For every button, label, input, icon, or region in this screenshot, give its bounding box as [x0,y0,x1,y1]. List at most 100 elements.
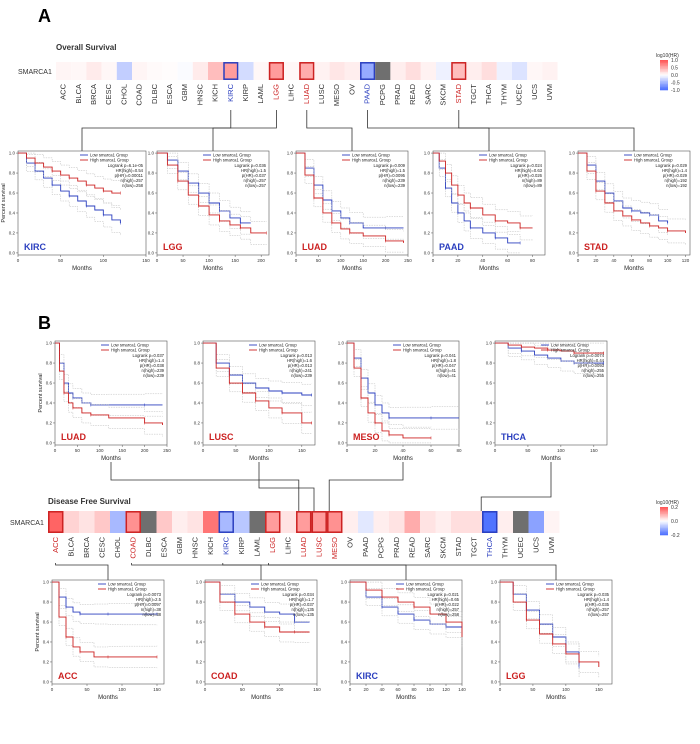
legend-tick: 0.0 [671,73,678,79]
km-cancer-label: ACC [58,671,78,681]
km-legend-low: Low smarca1 Group [551,343,589,348]
km-ylabel: Percent survival [1,183,7,222]
km-ytick-label: 0.8 [196,600,203,605]
km-ytick-label: 0.0 [148,251,155,256]
km-stat-line: HR(high)=0.44 [577,358,605,363]
km-curve-low [157,152,251,224]
heatmap-col-label: UVM [547,537,556,554]
heatmap-col-label: LIHC [287,83,296,101]
km-xtick-label: 20 [593,258,599,263]
km-stat-line: p(HR)=0.029 [663,173,688,178]
km-ytick-label: 1.0 [424,151,431,156]
heatmap-col-label: SARC [423,536,432,557]
km-stat-line: n(high)=239 [383,178,406,183]
km-legend-high: High smarca1 Group [259,348,298,353]
km-xtick-label: 50 [84,687,90,692]
connector-dfs-bottom [222,563,407,580]
km-legend-low: Low smarca1 Group [111,343,149,348]
heatmap-cell [208,62,224,80]
km-xtick-label: 50 [525,448,531,453]
heatmap-col-label: DLBC [144,536,153,557]
heatmap-col-label: THCA [485,537,494,557]
connector-os [458,110,635,151]
legend-swatch [660,516,668,519]
heatmap-cell [265,511,281,533]
heatmap-col-label: LUAD [299,536,308,557]
legend-swatch [660,67,668,70]
heatmap-cell [162,62,178,80]
legend-tick: 0.0 [671,519,678,525]
heatmap-cell [435,511,451,533]
connector-dfs-bottom [131,563,262,580]
km-stat-line: Logrank p=0.0073 [127,592,162,597]
heatmap-col-label: OV [345,537,354,548]
heatmap-col-label: ACC [59,83,68,99]
km-ytick-label: 1.0 [338,341,345,346]
km-ci-band [350,581,463,638]
km-stat-line: n(low)=239 [291,373,313,378]
km-xtick-label: 100 [265,448,273,453]
km-xlabel: Months [541,456,561,462]
heatmap-col-label: MESO [330,537,339,559]
heatmap-cell [360,62,376,80]
km-frame [51,579,165,685]
km-stat-line: n(low)=38 [142,612,161,617]
km-cancer-label: KIRC [24,242,46,252]
heatmap-col-label: GBM [175,537,184,554]
km-stat-line: HR(high)=2.5 [136,597,162,602]
heatmap-cell [527,62,543,80]
heatmap-cell [101,62,117,80]
heatmap-col-label: THCA [484,84,493,104]
km-legend-high: High smarca1 Group [551,348,590,353]
heatmap-cell [268,62,284,80]
km-xtick-label: 100 [557,448,565,453]
heatmap-cell [280,511,296,533]
km-cancer-label: THCA [501,432,526,442]
km-ytick-label: 0.8 [46,361,53,366]
km-legend-low: Low smarca1 Group [634,153,672,158]
km-stat-line: n(low)=258 [438,612,460,617]
heatmap-col-label: THYM [500,537,509,558]
heatmap-col-label: PCPG [376,537,385,558]
km-cancer-label: LUSC [209,432,234,442]
legend-swatch [660,529,668,532]
km-curve-high [433,152,533,229]
km-xtick-label: 150 [142,258,150,263]
km-ytick-label: 0.2 [148,231,155,236]
km-ytick-label: 1.0 [491,580,498,585]
heatmap-highlight [360,62,376,80]
km-ytick-label: 0.4 [491,640,498,645]
km-xtick-label: 100 [96,448,104,453]
km-xtick-label: 0 [295,258,298,263]
heatmap-col-label: UVM [545,84,554,101]
heatmap-col-label: KIRP [237,537,246,555]
heatmap-col-label: OV [347,84,356,95]
km-curve-high [205,581,310,633]
heatmap-cell [284,62,300,80]
km-ytick-label: 0.8 [9,171,16,176]
km-stat-line: n(low)=257 [245,183,267,188]
km-ytick-label: 0.6 [43,620,50,625]
km-legend-low: Low smarca1 Group [259,343,297,348]
km-plot-dfs-lgg: 0.0 0.2 0.4 0.6 0.8 1.0 0 50 100 150 Months Low sma… [491,580,613,701]
connector-os [306,110,353,151]
heatmap-cell [405,62,421,80]
heatmap-cell [172,511,188,533]
km-xlabel: Months [396,695,416,701]
km-xlabel: Months [546,695,566,701]
km-legend-low: Low smarca1 Group [261,582,299,587]
heatmap-cell [249,511,265,533]
dfs-heatmap: Disease Free Survival SMARCA1 ACC BLCA BRCA C… [10,497,680,559]
km-ci-band [203,342,312,413]
km-xtick-label: 100 [118,687,126,692]
heatmap-col-label: PAAD [363,83,372,103]
km-stat-line: Logrank p=0.021 [427,592,459,597]
legend-swatch [660,518,668,520]
km-stat-line: Logrank p=0.036 [234,163,266,168]
connector-os [212,110,277,151]
km-ytick-label: 0.2 [46,421,53,426]
km-xtick-label: 20 [372,448,378,453]
legend-swatch [660,525,668,527]
km-ytick-label: 0.2 [287,231,294,236]
km-legend-high: High smarca1 Group [261,587,300,592]
